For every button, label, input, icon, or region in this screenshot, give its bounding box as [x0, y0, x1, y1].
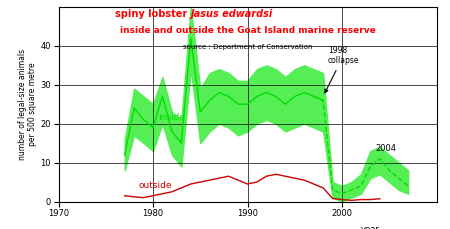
- Text: year: year: [361, 225, 380, 229]
- Text: spiny lobster: spiny lobster: [115, 9, 191, 19]
- Text: inside: inside: [158, 113, 185, 122]
- Text: 1998
collapse: 1998 collapse: [325, 46, 360, 93]
- Text: 2004: 2004: [375, 144, 396, 153]
- Text: Jasus edwardsi: Jasus edwardsi: [191, 9, 273, 19]
- Text: inside and outside the Goat Island marine reserve: inside and outside the Goat Island marin…: [120, 26, 375, 35]
- Y-axis label: number of legal-size animals
per 500 square metre: number of legal-size animals per 500 squ…: [18, 49, 37, 160]
- Text: outside: outside: [139, 181, 172, 190]
- Text: source : Department of Conservation: source : Department of Conservation: [183, 44, 312, 50]
